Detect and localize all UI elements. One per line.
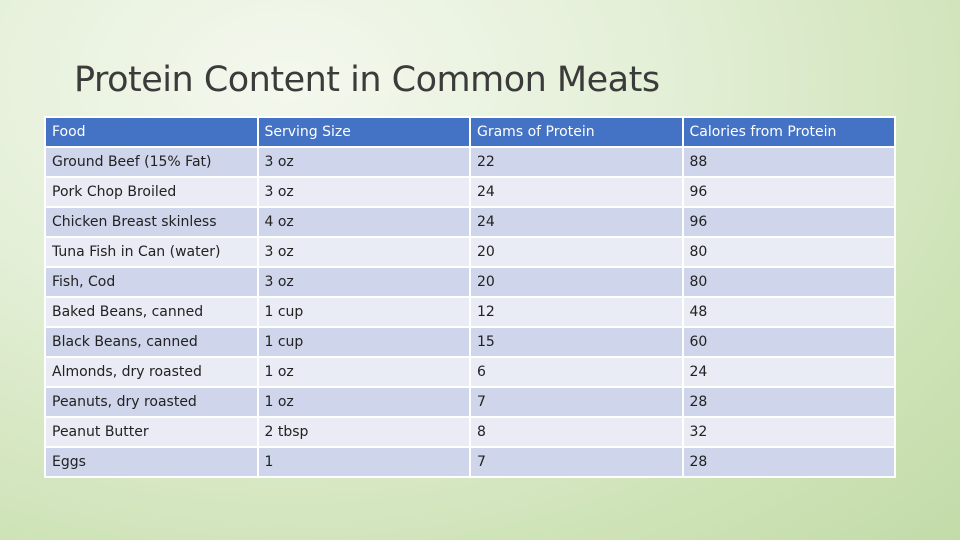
cell-calories-from-protein: 24 xyxy=(683,358,894,386)
cell-serving-size: 3 oz xyxy=(258,268,469,296)
cell-calories-from-protein: 88 xyxy=(683,148,894,176)
table-row: Tuna Fish in Can (water) 3 oz 20 80 xyxy=(46,238,894,266)
cell-grams-of-protein: 24 xyxy=(471,178,682,206)
table-header-row: Food Serving Size Grams of Protein Calor… xyxy=(46,118,894,146)
cell-grams-of-protein: 15 xyxy=(471,328,682,356)
cell-food: Ground Beef (15% Fat) xyxy=(46,148,257,176)
cell-grams-of-protein: 6 xyxy=(471,358,682,386)
cell-food: Almonds, dry roasted xyxy=(46,358,257,386)
cell-food: Pork Chop Broiled xyxy=(46,178,257,206)
cell-grams-of-protein: 24 xyxy=(471,208,682,236)
cell-food: Peanut Butter xyxy=(46,418,257,446)
cell-grams-of-protein: 22 xyxy=(471,148,682,176)
cell-grams-of-protein: 8 xyxy=(471,418,682,446)
table-row: Eggs 1 7 28 xyxy=(46,448,894,476)
cell-calories-from-protein: 80 xyxy=(683,238,894,266)
cell-grams-of-protein: 20 xyxy=(471,238,682,266)
header-food: Food xyxy=(46,118,257,146)
header-calories-from-protein: Calories from Protein xyxy=(683,118,894,146)
cell-calories-from-protein: 80 xyxy=(683,268,894,296)
table-row: Chicken Breast skinless 4 oz 24 96 xyxy=(46,208,894,236)
cell-serving-size: 3 oz xyxy=(258,178,469,206)
cell-calories-from-protein: 96 xyxy=(683,178,894,206)
cell-calories-from-protein: 60 xyxy=(683,328,894,356)
protein-table-container: Food Serving Size Grams of Protein Calor… xyxy=(44,116,896,478)
table-row: Pork Chop Broiled 3 oz 24 96 xyxy=(46,178,894,206)
cell-calories-from-protein: 48 xyxy=(683,298,894,326)
cell-food: Peanuts, dry roasted xyxy=(46,388,257,416)
table-row: Ground Beef (15% Fat) 3 oz 22 88 xyxy=(46,148,894,176)
cell-food: Eggs xyxy=(46,448,257,476)
cell-food: Tuna Fish in Can (water) xyxy=(46,238,257,266)
cell-grams-of-protein: 7 xyxy=(471,448,682,476)
protein-table: Food Serving Size Grams of Protein Calor… xyxy=(44,116,896,478)
table-row: Black Beans, canned 1 cup 15 60 xyxy=(46,328,894,356)
cell-food: Chicken Breast skinless xyxy=(46,208,257,236)
cell-serving-size: 1 oz xyxy=(258,358,469,386)
cell-grams-of-protein: 7 xyxy=(471,388,682,416)
table-row: Peanuts, dry roasted 1 oz 7 28 xyxy=(46,388,894,416)
cell-food: Black Beans, canned xyxy=(46,328,257,356)
table-row: Baked Beans, canned 1 cup 12 48 xyxy=(46,298,894,326)
cell-serving-size: 1 cup xyxy=(258,298,469,326)
table-row: Peanut Butter 2 tbsp 8 32 xyxy=(46,418,894,446)
cell-grams-of-protein: 20 xyxy=(471,268,682,296)
table-row: Fish, Cod 3 oz 20 80 xyxy=(46,268,894,296)
header-serving-size: Serving Size xyxy=(258,118,469,146)
cell-calories-from-protein: 96 xyxy=(683,208,894,236)
cell-serving-size: 1 oz xyxy=(258,388,469,416)
cell-food: Fish, Cod xyxy=(46,268,257,296)
cell-serving-size: 2 tbsp xyxy=(258,418,469,446)
cell-calories-from-protein: 28 xyxy=(683,448,894,476)
cell-calories-from-protein: 28 xyxy=(683,388,894,416)
cell-grams-of-protein: 12 xyxy=(471,298,682,326)
cell-serving-size: 1 cup xyxy=(258,328,469,356)
slide-title: Protein Content in Common Meats xyxy=(74,60,660,100)
cell-serving-size: 3 oz xyxy=(258,148,469,176)
cell-serving-size: 1 xyxy=(258,448,469,476)
cell-calories-from-protein: 32 xyxy=(683,418,894,446)
cell-serving-size: 3 oz xyxy=(258,238,469,266)
cell-serving-size: 4 oz xyxy=(258,208,469,236)
table-row: Almonds, dry roasted 1 oz 6 24 xyxy=(46,358,894,386)
header-grams-of-protein: Grams of Protein xyxy=(471,118,682,146)
cell-food: Baked Beans, canned xyxy=(46,298,257,326)
